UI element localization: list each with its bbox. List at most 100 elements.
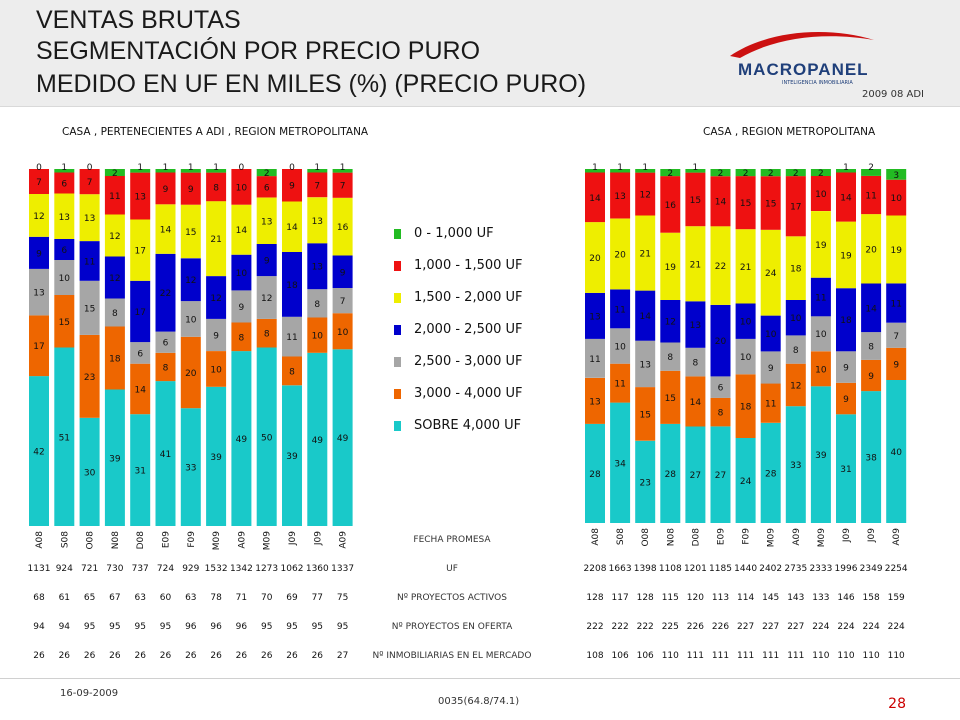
data-label: 12 xyxy=(261,294,272,304)
data-label: 12 xyxy=(790,381,801,391)
data-label: 33 xyxy=(185,464,196,474)
bar-segment xyxy=(861,283,882,333)
bar-segment xyxy=(710,426,731,523)
legend-swatch xyxy=(394,261,401,271)
table-cell: 111 xyxy=(687,651,704,661)
legend-label: SOBRE 4,000 UF xyxy=(414,418,522,433)
bar-segment xyxy=(735,374,756,438)
bar-segment xyxy=(685,301,706,348)
bar-segment xyxy=(155,172,176,205)
data-label: 39 xyxy=(815,451,827,461)
table-cell: 1996 xyxy=(835,564,858,574)
table-cell: 1185 xyxy=(709,564,732,574)
x-tick-label: M09 xyxy=(263,531,273,550)
bar-segment xyxy=(29,194,49,237)
bar-segment xyxy=(635,340,656,388)
data-label: 24 xyxy=(740,477,752,487)
data-label: 39 xyxy=(210,453,222,463)
bar-segment xyxy=(54,295,75,348)
data-label: 18 xyxy=(286,281,298,291)
data-label: 2 xyxy=(793,169,799,179)
bar-segment xyxy=(886,322,907,348)
bar-segment xyxy=(635,172,656,216)
table-cell: 26 xyxy=(210,651,222,661)
data-label: 11 xyxy=(84,258,95,268)
data-label: 21 xyxy=(639,250,650,260)
bar-segment xyxy=(710,397,731,427)
bar-segment xyxy=(785,236,806,300)
data-label: 11 xyxy=(815,293,826,303)
data-label: 15 xyxy=(639,410,650,420)
data-label: 7 xyxy=(36,178,42,188)
table-cell: 1398 xyxy=(634,564,657,574)
bar-segment xyxy=(54,347,75,526)
table-cell: 95 xyxy=(134,622,145,632)
data-label: 14 xyxy=(160,226,172,236)
table-cell: 115 xyxy=(662,593,679,603)
data-label: 13 xyxy=(614,192,625,202)
table-cell: 1663 xyxy=(609,564,632,574)
bar-segment xyxy=(332,197,353,256)
bar-segment xyxy=(836,221,856,289)
table-cell: 106 xyxy=(612,651,629,661)
data-label: 20 xyxy=(715,337,727,347)
bar-segment xyxy=(785,363,806,407)
data-label: 18 xyxy=(109,355,121,365)
bar-segment xyxy=(130,342,151,364)
bar-segment xyxy=(282,169,302,202)
x-tick-label: A09 xyxy=(792,528,802,546)
bar-segment xyxy=(635,387,656,441)
table-cell: 133 xyxy=(812,593,829,603)
table-cell: 111 xyxy=(787,651,804,661)
bar-segment xyxy=(206,169,227,173)
data-label: 9 xyxy=(843,364,849,374)
table-cell: 227 xyxy=(787,622,804,632)
bar-segment xyxy=(785,300,806,336)
data-label: 13 xyxy=(312,263,323,273)
table-cell: 96 xyxy=(210,622,222,632)
bar-segment xyxy=(660,232,681,300)
table-cell: 1273 xyxy=(255,564,278,574)
bar-segment xyxy=(861,175,882,215)
chart-title-right: CASA , REGION METROPOLITANA xyxy=(703,126,876,138)
bar-segment xyxy=(155,352,176,382)
data-label: 2 xyxy=(718,169,724,179)
data-label: 22 xyxy=(715,262,726,272)
data-label: 10 xyxy=(236,183,248,193)
table-cell: 1108 xyxy=(659,564,682,574)
data-label: 31 xyxy=(840,465,851,475)
data-label: 20 xyxy=(865,245,877,255)
table-cell: 111 xyxy=(737,651,754,661)
bar-segment xyxy=(104,169,125,176)
bar-segment xyxy=(282,201,302,252)
data-label: 11 xyxy=(614,380,625,390)
data-label: 12 xyxy=(210,294,221,304)
bar-segment xyxy=(710,169,731,177)
data-label: 7 xyxy=(893,332,899,342)
bar-segment xyxy=(836,169,856,173)
data-label: 38 xyxy=(865,454,877,464)
table-cell: 61 xyxy=(59,593,70,603)
bar-segment xyxy=(54,260,75,295)
table-cell: 2402 xyxy=(759,564,782,574)
bar-segment xyxy=(810,176,831,211)
data-label: 1 xyxy=(137,163,143,173)
bar-segment xyxy=(54,239,75,260)
bar-segment xyxy=(256,276,277,319)
bar-segment xyxy=(206,318,227,351)
bar-segment xyxy=(206,386,227,526)
data-label: 12 xyxy=(109,274,120,284)
data-label: 17 xyxy=(33,342,44,352)
bar-segment xyxy=(685,172,706,227)
x-tick-label: N08 xyxy=(111,531,121,549)
data-label: 11 xyxy=(765,400,776,410)
bar-segment xyxy=(585,338,605,378)
data-label: 22 xyxy=(160,289,171,299)
bar-segment xyxy=(760,351,781,384)
table-cell: 1201 xyxy=(684,564,707,574)
bar-segment xyxy=(660,176,681,233)
bar-segment xyxy=(54,172,75,194)
data-label: 8 xyxy=(264,330,270,340)
data-label: 13 xyxy=(59,213,70,223)
bar-segment xyxy=(760,229,781,316)
